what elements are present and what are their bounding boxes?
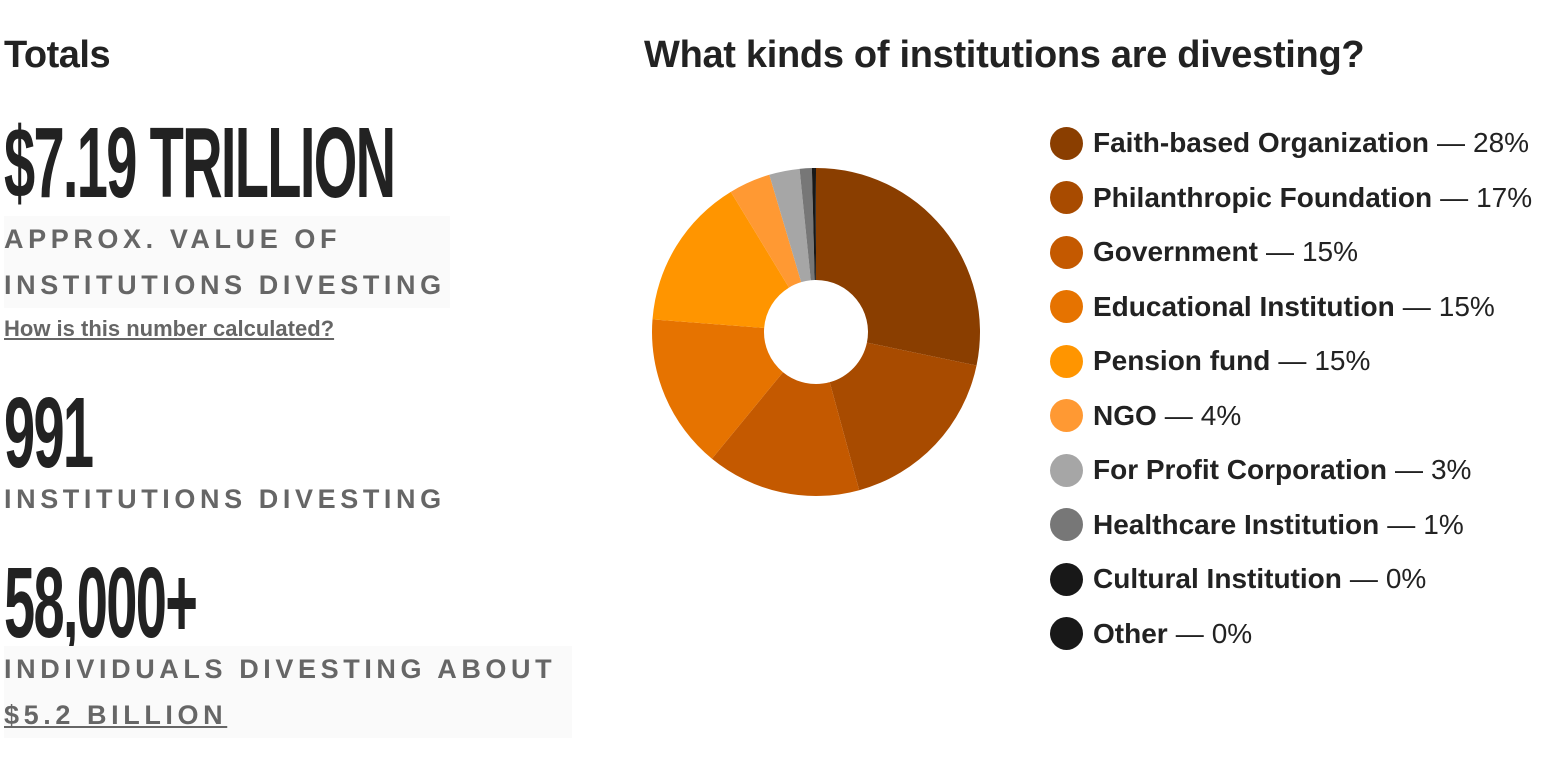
total-value-caption: APPROX. VALUE OF INSTITUTIONS DIVESTING bbox=[4, 216, 450, 308]
legend-separator: — bbox=[1349, 563, 1378, 595]
legend-separator: — bbox=[1164, 399, 1193, 431]
legend-label: Other bbox=[1093, 617, 1168, 649]
legend-percent: 28% bbox=[1473, 127, 1530, 159]
legend-label: Government bbox=[1093, 236, 1258, 268]
legend-swatch-other bbox=[1050, 617, 1083, 651]
legend-separator: — bbox=[1394, 454, 1423, 486]
legend-swatch-healthcare-institution bbox=[1050, 508, 1083, 542]
total-value-caption-line1: APPROX. VALUE OF bbox=[4, 224, 342, 254]
legend-label: NGO bbox=[1093, 399, 1157, 431]
legend-percent: 15% bbox=[1438, 290, 1495, 322]
donut-slice-philanthropic-foundation[interactable] bbox=[829, 342, 977, 491]
legend-swatch-faith-based-organization bbox=[1050, 126, 1083, 160]
donut-slice-faith-based-organization[interactable] bbox=[816, 168, 980, 366]
legend-item-other: Other —0% bbox=[1050, 607, 1532, 662]
legend-swatch-ngo bbox=[1050, 399, 1083, 433]
institutions-caption: INSTITUTIONS DIVESTING bbox=[4, 476, 446, 522]
total-value-caption-line2: INSTITUTIONS DIVESTING bbox=[4, 270, 446, 300]
donut-slice-educational-institution[interactable] bbox=[652, 319, 784, 459]
legend-percent: 0% bbox=[1211, 617, 1253, 649]
legend-item-faith-based-organization: Faith-based Organization —28% bbox=[1050, 116, 1532, 171]
legend-percent: 1% bbox=[1423, 508, 1464, 540]
legend-item-philanthropic-foundation: Philanthropic Foundation —17% bbox=[1050, 171, 1532, 226]
donut-slice-ngo[interactable] bbox=[730, 174, 802, 288]
individuals-count: 58,000+ bbox=[4, 547, 198, 659]
donut-chart bbox=[652, 168, 980, 496]
legend-label: Educational Institution bbox=[1093, 290, 1395, 322]
legend-label: Pension fund bbox=[1093, 345, 1271, 377]
chart-title: What kinds of institutions are divesting… bbox=[644, 34, 1365, 76]
legend-percent: 3% bbox=[1430, 454, 1472, 486]
chart-legend: Faith-based Organization —28% Philanthropi… bbox=[1050, 116, 1532, 661]
legend-separator: — bbox=[1440, 181, 1469, 213]
legend-separator: — bbox=[1175, 617, 1204, 649]
legend-swatch-pension-fund bbox=[1050, 344, 1083, 378]
legend-percent: 17% bbox=[1476, 181, 1533, 213]
individuals-amount-link[interactable]: $5.2 BILLION bbox=[4, 700, 228, 730]
legend-label: Faith-based Organization bbox=[1093, 127, 1430, 159]
legend-label: Cultural Institution bbox=[1093, 563, 1342, 595]
legend-item-healthcare-institution: Healthcare Institution —1% bbox=[1050, 498, 1532, 553]
legend-item-cultural-institution: Cultural Institution —0% bbox=[1050, 552, 1532, 607]
legend-separator: — bbox=[1265, 236, 1294, 268]
legend-separator: — bbox=[1387, 508, 1416, 540]
total-value: $7.19 TRILLION bbox=[4, 107, 396, 219]
legend-item-government: Government —15% bbox=[1050, 225, 1532, 280]
legend-item-for-profit-corporation: For Profit Corporation —3% bbox=[1050, 443, 1532, 498]
legend-percent: 15% bbox=[1314, 345, 1371, 377]
legend-percent: 15% bbox=[1301, 236, 1358, 268]
legend-label: For Profit Corporation bbox=[1093, 454, 1387, 486]
legend-swatch-philanthropic-foundation bbox=[1050, 181, 1083, 215]
totals-heading: Totals bbox=[4, 34, 111, 76]
legend-separator: — bbox=[1437, 127, 1466, 159]
legend-separator: — bbox=[1402, 290, 1431, 322]
legend-percent: 0% bbox=[1385, 563, 1427, 595]
donut-slice-for-profit-corporation[interactable] bbox=[769, 168, 811, 283]
donut-slice-healthcare-institution[interactable] bbox=[799, 168, 815, 281]
legend-label: Healthcare Institution bbox=[1093, 508, 1380, 540]
legend-swatch-cultural-institution bbox=[1050, 562, 1083, 596]
legend-swatch-government bbox=[1050, 235, 1083, 269]
individuals-caption-line1: INDIVIDUALS DIVESTING ABOUT bbox=[4, 654, 557, 684]
institutions-count: 991 bbox=[4, 377, 94, 489]
legend-item-ngo: NGO —4% bbox=[1050, 389, 1532, 444]
donut-slice-government[interactable] bbox=[711, 372, 860, 496]
calculation-link[interactable]: How is this number calculated? bbox=[4, 316, 335, 341]
donut-slice-pension-fund[interactable] bbox=[652, 191, 789, 329]
legend-item-educational-institution: Educational Institution —15% bbox=[1050, 280, 1532, 335]
legend-swatch-educational-institution bbox=[1050, 290, 1083, 324]
legend-item-pension-fund: Pension fund —15% bbox=[1050, 334, 1532, 389]
institutions-caption-text: INSTITUTIONS DIVESTING bbox=[4, 484, 446, 514]
donut-slice-cultural-institution[interactable] bbox=[811, 168, 816, 281]
legend-percent: 4% bbox=[1200, 399, 1242, 431]
legend-swatch-for-profit-corporation bbox=[1050, 453, 1083, 487]
individuals-caption: INDIVIDUALS DIVESTING ABOUT $5.2 BILLION bbox=[4, 646, 573, 738]
donut-slice-other[interactable] bbox=[814, 168, 816, 281]
legend-label: Philanthropic Foundation bbox=[1093, 181, 1433, 213]
legend-separator: — bbox=[1278, 345, 1307, 377]
